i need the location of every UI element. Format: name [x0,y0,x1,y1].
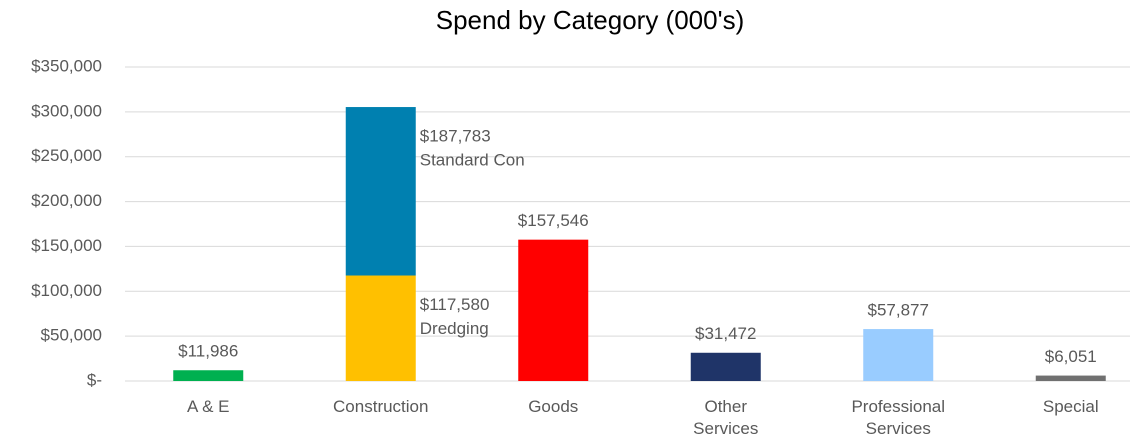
y-tick-label: $- [87,370,102,389]
bar [1035,375,1106,381]
x-tick-label: Construction [333,397,429,416]
y-tick-label: $100,000 [31,281,102,300]
y-tick-label: $50,000 [41,326,102,345]
data-label: $11,986 [178,342,238,361]
bar [863,329,934,381]
chart-title: Spend by Category (000's) [436,5,744,35]
y-tick-label: $300,000 [31,101,102,120]
x-tick-label: Goods [528,397,579,416]
x-tick-label: Professional Services [851,397,946,438]
bar-segment [345,107,416,276]
segment-name: Dredging [420,319,489,338]
y-tick-label: $150,000 [31,236,102,255]
segment-name: Standard Con [420,151,525,170]
y-tick-label: $350,000 [31,56,102,75]
x-tick-label: Special [1042,397,1099,416]
bar-segment [345,275,416,381]
y-tick-label: $200,000 [31,191,102,210]
data-label: $187,783 [420,127,491,146]
bar [690,352,761,381]
data-label: $117,580 [420,295,490,314]
bar [173,370,244,381]
x-tick-label: A & E [186,397,230,416]
x-tick-label: Other Services [693,397,759,438]
bar [518,239,589,381]
y-tick-label: $250,000 [31,146,102,165]
data-label: $157,546 [518,211,589,230]
data-label: $31,472 [695,324,756,343]
data-label: $57,877 [868,301,929,320]
data-label: $6,051 [1045,347,1097,366]
